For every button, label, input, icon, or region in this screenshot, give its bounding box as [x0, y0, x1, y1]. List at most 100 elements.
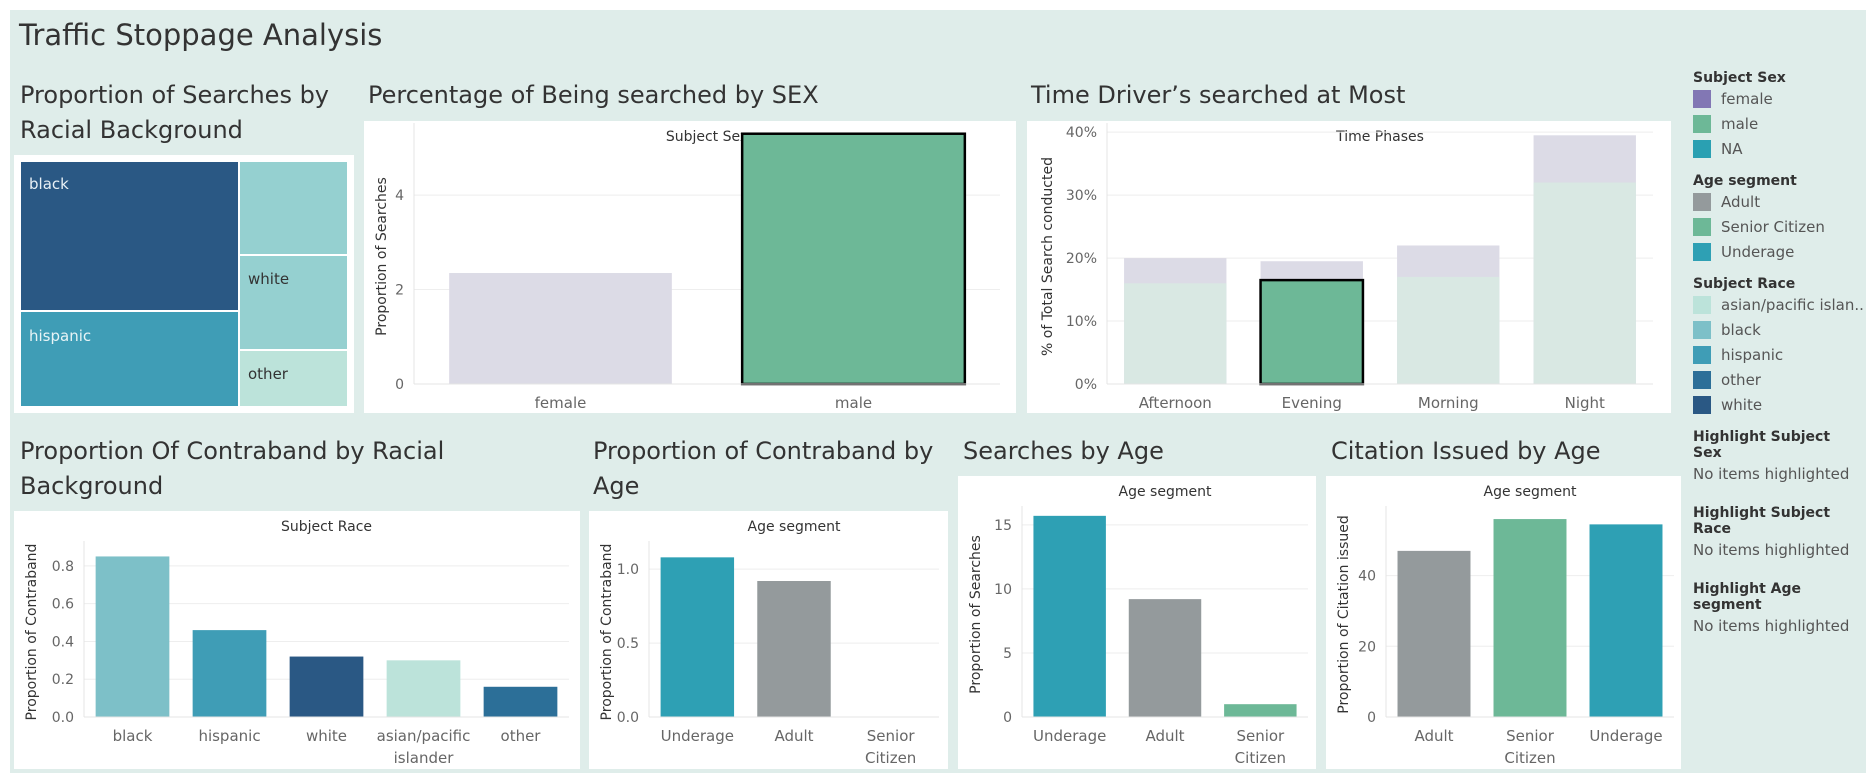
y-axis-label: Proportion of Searches: [374, 177, 390, 336]
searches-age-bar-chart: Age segment Proportion of Searches 0 5 10 15 U…: [968, 484, 1308, 767]
bar-adult[interactable]: [1397, 550, 1471, 717]
legend-swatch: [1693, 192, 1711, 211]
legend-item[interactable]: Underage: [1693, 239, 1863, 264]
y-tick-label: 20: [1358, 639, 1376, 655]
y-tick-label: 15: [994, 518, 1012, 534]
legend-item[interactable]: male: [1693, 111, 1863, 136]
highlight-selector[interactable]: No items highlighted: [1693, 617, 1850, 635]
x-tick-label: hispanic: [198, 727, 260, 745]
bar-white[interactable]: [289, 656, 364, 717]
y-tick-label: 2: [395, 283, 404, 299]
legend-item-label: hispanic: [1721, 345, 1784, 364]
x-axis-header: Age segment: [1484, 484, 1577, 500]
legend-item-label: Adult: [1721, 192, 1761, 211]
legend-item[interactable]: other: [1693, 367, 1863, 392]
bar-evening-searched[interactable]: [1259, 278, 1365, 386]
legend-swatch: [1693, 139, 1711, 158]
legend-swatch: [1693, 89, 1711, 108]
highlight-title: Highlight Age segment: [1693, 581, 1802, 613]
x-tick-label: Senior: [867, 727, 916, 745]
highlight-selector[interactable]: No items highlighted: [1693, 541, 1850, 559]
legend-item-label: NA: [1721, 139, 1743, 158]
bar-female[interactable]: [449, 273, 672, 384]
legend-group-title: Subject Sex: [1693, 70, 1786, 86]
contraband-race-bar-chart: Subject Race Proportion of Contraband 0.0 0…: [24, 519, 569, 767]
bar-senior-citizen[interactable]: [1493, 519, 1567, 717]
treemap-label-black: black: [29, 175, 69, 193]
legend-item[interactable]: asian/pacific islan..: [1693, 292, 1863, 317]
contraband-age-bar-chart: Age segment Proportion of Contraband 0.0 0.…: [599, 519, 939, 767]
treemap-cell-asian[interactable]: [240, 162, 347, 254]
legend-item-label: white: [1721, 395, 1763, 414]
bar-black[interactable]: [95, 556, 170, 717]
legend-item-label: other: [1721, 370, 1761, 389]
y-tick-label: 0.8: [52, 559, 74, 575]
legend-item[interactable]: Senior Citizen: [1693, 214, 1863, 239]
x-tick-label: male: [835, 394, 872, 412]
y-tick-label: 0: [395, 377, 404, 393]
bar-adult[interactable]: [1128, 599, 1202, 717]
treemap-cell-other[interactable]: [240, 351, 347, 406]
treemap-cell-white[interactable]: [240, 256, 347, 349]
bar-underage[interactable]: [660, 557, 735, 717]
y-tick-label: 0.5: [617, 636, 639, 652]
legend-item[interactable]: hispanic: [1693, 342, 1863, 367]
bar-hispanic[interactable]: [192, 630, 267, 717]
legend-item[interactable]: black: [1693, 317, 1863, 342]
legend-item-label: Underage: [1721, 242, 1795, 261]
highlight-title: Highlight Subject Race: [1693, 505, 1831, 537]
y-tick-label: 30%: [1066, 188, 1097, 204]
legend-item-label: black: [1721, 320, 1761, 339]
legend-swatch: [1693, 114, 1711, 133]
y-tick-label: 0%: [1075, 377, 1097, 393]
legend-group: Subject Race asian/pacific islan.. black hi…: [1693, 276, 1863, 417]
x-axis-header: Time Phases: [1335, 129, 1424, 145]
x-tick-label: Adult: [774, 727, 813, 745]
bar-underage[interactable]: [1589, 524, 1663, 717]
contraband-age-panel: Age segment Proportion of Contraband 0.0 0.…: [589, 511, 948, 769]
legend-item[interactable]: Adult: [1693, 189, 1863, 214]
y-tick-label: 10%: [1066, 314, 1097, 330]
searches-age-title: Searches by Age: [963, 437, 1164, 465]
bar-male[interactable]: [740, 132, 967, 386]
y-tick-label: 5: [1003, 646, 1012, 662]
time-chart-title: Time Driver’s searched at Most: [1031, 81, 1406, 109]
legend-item[interactable]: white: [1693, 392, 1863, 417]
legend-group-title: Subject Race: [1693, 276, 1796, 292]
legend-group: Age segment Adult Senior Citizen Underage: [1693, 173, 1863, 264]
x-tick-label: islander: [394, 749, 455, 767]
y-axis-label: Proportion of Citation issued: [1336, 515, 1352, 713]
bar-senior-citizen[interactable]: [1224, 704, 1297, 717]
treemap-cell-hispanic[interactable]: [21, 312, 238, 406]
bar-night-searched[interactable]: [1533, 182, 1636, 384]
x-tick-label: Afternoon: [1139, 394, 1212, 412]
legend-group: Subject Sex female male NA: [1693, 70, 1863, 161]
x-axis-header: Subject Race: [281, 519, 372, 535]
legend-panel: Subject Sex female male NA Age segment Adult S…: [1693, 70, 1863, 657]
contraband-race-title: Proportion Of Contraband by Racial Backg…: [20, 437, 445, 500]
legend-swatch: [1693, 370, 1711, 389]
highlight-title: Highlight Subject Sex: [1693, 429, 1831, 461]
y-tick-label: 0: [1003, 710, 1012, 726]
legend-item-label: male: [1721, 114, 1759, 133]
time-bar-chart: Time Phases % of Total Search conducted 0%…: [1040, 123, 1653, 412]
y-axis-label: Proportion of Searches: [968, 535, 984, 694]
citation-age-panel: Age segment Proportion of Citation issued…: [1326, 476, 1681, 769]
legend-item-label: asian/pacific islan..: [1721, 295, 1863, 314]
bar-other[interactable]: [483, 686, 558, 717]
x-axis-header: Age segment: [1119, 484, 1212, 500]
bar-asian-pacific-islander[interactable]: [386, 660, 461, 717]
bar-afternoon-searched[interactable]: [1124, 283, 1227, 384]
legend-item-label: Senior Citizen: [1721, 217, 1825, 236]
x-axis-header: Age segment: [748, 519, 841, 535]
legend-swatch: [1693, 217, 1711, 236]
highlight-selector[interactable]: No items highlighted: [1693, 465, 1850, 483]
legend-item[interactable]: NA: [1693, 136, 1863, 161]
bar-adult[interactable]: [757, 581, 831, 717]
bar-morning-searched[interactable]: [1397, 276, 1500, 384]
bar-underage[interactable]: [1033, 515, 1106, 717]
treemap-chart: black hispanic white other: [21, 162, 347, 406]
legend-item[interactable]: female: [1693, 86, 1863, 111]
treemap-cell-black[interactable]: [21, 162, 238, 310]
y-tick-label: 40: [1358, 569, 1376, 585]
